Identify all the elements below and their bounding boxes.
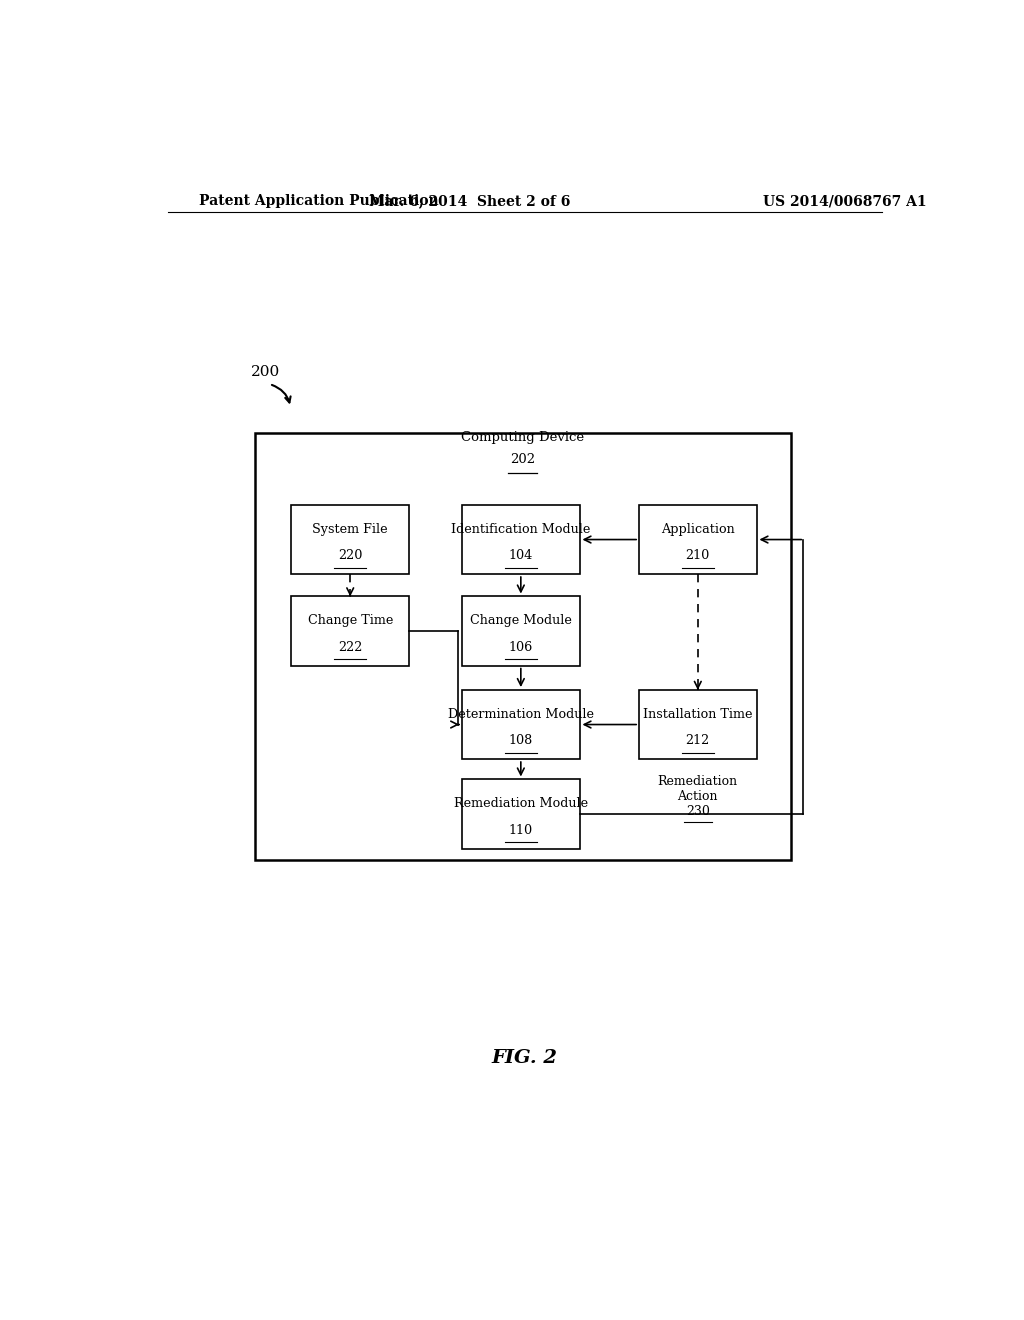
- Text: Mar. 6, 2014  Sheet 2 of 6: Mar. 6, 2014 Sheet 2 of 6: [369, 194, 570, 209]
- Text: Identification Module: Identification Module: [452, 523, 591, 536]
- Text: 202: 202: [510, 453, 535, 466]
- Text: Determination Module: Determination Module: [447, 708, 594, 721]
- FancyBboxPatch shape: [639, 690, 757, 759]
- Text: 212: 212: [686, 734, 710, 747]
- Text: 230: 230: [686, 805, 710, 818]
- Text: Change Time: Change Time: [307, 614, 393, 627]
- Text: 200: 200: [251, 364, 281, 379]
- Text: 104: 104: [509, 549, 532, 562]
- Text: 106: 106: [509, 640, 532, 653]
- FancyBboxPatch shape: [255, 433, 791, 859]
- Text: Installation Time: Installation Time: [643, 708, 753, 721]
- Text: System File: System File: [312, 523, 388, 536]
- Text: Application: Application: [660, 523, 734, 536]
- Text: Change Module: Change Module: [470, 614, 571, 627]
- FancyBboxPatch shape: [292, 506, 409, 574]
- Text: FIG. 2: FIG. 2: [492, 1049, 558, 1067]
- Text: US 2014/0068767 A1: US 2014/0068767 A1: [763, 194, 927, 209]
- Text: Action: Action: [678, 791, 718, 803]
- FancyBboxPatch shape: [639, 506, 757, 574]
- Text: 110: 110: [509, 824, 532, 837]
- Text: Patent Application Publication: Patent Application Publication: [200, 194, 439, 209]
- Text: 220: 220: [338, 549, 362, 562]
- Text: Remediation: Remediation: [657, 775, 738, 788]
- FancyBboxPatch shape: [462, 506, 580, 574]
- FancyBboxPatch shape: [292, 597, 409, 665]
- FancyBboxPatch shape: [462, 690, 580, 759]
- FancyBboxPatch shape: [462, 597, 580, 665]
- Text: 108: 108: [509, 734, 532, 747]
- Text: 222: 222: [338, 640, 362, 653]
- Text: 210: 210: [686, 549, 710, 562]
- Text: Computing Device: Computing Device: [461, 430, 584, 444]
- FancyBboxPatch shape: [462, 779, 580, 849]
- Text: Remediation Module: Remediation Module: [454, 797, 588, 810]
